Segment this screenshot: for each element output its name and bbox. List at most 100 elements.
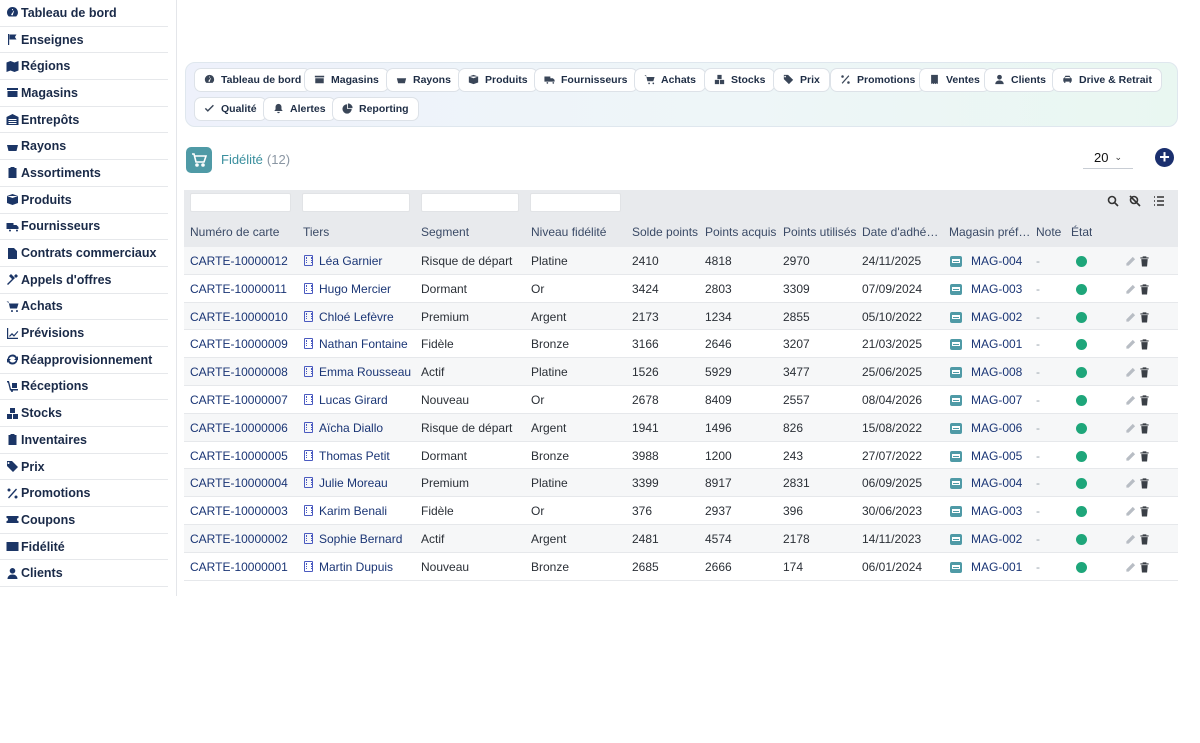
column-header-1[interactable]: Tiers — [303, 225, 330, 239]
trash-icon[interactable] — [1139, 255, 1151, 267]
tiers-link[interactable]: Aïcha Diallo — [319, 420, 384, 435]
edit-icon[interactable] — [1125, 561, 1137, 573]
filter-level-input[interactable] — [530, 193, 621, 212]
sidebar-item-5[interactable]: Rayons — [0, 133, 168, 161]
trash-icon[interactable] — [1139, 311, 1151, 323]
nav-button-9[interactable]: Ventes — [919, 68, 990, 92]
store-link[interactable]: MAG-006 — [971, 420, 1023, 435]
trash-icon[interactable] — [1139, 366, 1151, 378]
card-number-link[interactable]: CARTE-10000007 — [190, 392, 288, 407]
card-number-link[interactable]: CARTE-10000012 — [190, 254, 288, 268]
edit-icon[interactable] — [1125, 422, 1137, 434]
sidebar-item-20[interactable]: Fidélité — [0, 534, 168, 561]
tiers-link[interactable]: Chloé Lefèvre — [319, 309, 394, 324]
card-number-link[interactable]: CARTE-10000005 — [190, 448, 288, 463]
store-link[interactable]: MAG-004 — [971, 476, 1023, 491]
edit-icon[interactable] — [1125, 366, 1137, 378]
table-row[interactable]: CARTE-10000010 Chloé Lefèvre Premium Argent… — [184, 302, 1178, 331]
nav-button-7[interactable]: Prix — [773, 68, 830, 92]
sidebar-item-14[interactable]: Réceptions — [0, 374, 168, 401]
edit-icon[interactable] — [1125, 450, 1137, 462]
filter-tiers-input[interactable] — [302, 193, 410, 212]
card-number-link[interactable]: CARTE-10000001 — [190, 559, 288, 574]
store-link[interactable]: MAG-007 — [971, 392, 1023, 407]
column-header-10[interactable]: État — [1071, 225, 1093, 239]
trash-icon[interactable] — [1139, 394, 1151, 406]
sidebar-item-10[interactable]: Appels d'offres — [0, 267, 168, 294]
store-link[interactable]: MAG-001 — [971, 559, 1023, 574]
list-view-icon[interactable] — [1153, 195, 1166, 208]
column-header-4[interactable]: Solde points — [632, 225, 699, 239]
clear-filter-icon[interactable] — [1129, 195, 1142, 208]
tiers-link[interactable]: Julie Moreau — [319, 476, 388, 491]
card-number-link[interactable]: CARTE-10000006 — [190, 420, 288, 435]
tiers-link[interactable]: Hugo Mercier — [319, 281, 392, 296]
column-header-8[interactable]: Magasin préf… — [949, 225, 1031, 239]
edit-icon[interactable] — [1125, 338, 1137, 350]
trash-icon[interactable] — [1139, 505, 1151, 517]
sidebar-item-0[interactable]: Tableau de bord — [0, 0, 168, 27]
column-header-3[interactable]: Niveau fidélité — [531, 225, 607, 239]
sidebar-item-17[interactable]: Prix — [0, 454, 168, 481]
column-header-2[interactable]: Segment — [421, 225, 470, 239]
column-header-9[interactable]: Note — [1036, 225, 1062, 239]
nav-button-6[interactable]: Stocks — [704, 68, 776, 92]
trash-icon[interactable] — [1139, 450, 1151, 462]
table-row[interactable]: CARTE-10000009 Nathan Fontaine Fidèle Bronz… — [184, 330, 1178, 359]
nav-button-8[interactable]: Promotions — [830, 68, 926, 92]
card-number-link[interactable]: CARTE-10000011 — [190, 281, 287, 296]
sidebar-item-1[interactable]: Enseignes — [0, 27, 168, 54]
store-link[interactable]: MAG-003 — [971, 504, 1023, 519]
store-link[interactable]: MAG-003 — [971, 281, 1023, 296]
nav-button-12[interactable]: Qualité — [194, 97, 267, 121]
card-number-link[interactable]: CARTE-10000002 — [190, 531, 288, 546]
store-link[interactable]: MAG-005 — [971, 448, 1023, 463]
store-link[interactable]: MAG-002 — [971, 309, 1023, 324]
store-link[interactable]: MAG-008 — [971, 365, 1023, 380]
search-icon[interactable] — [1107, 195, 1120, 208]
sidebar-item-16[interactable]: Inventaires — [0, 427, 168, 454]
tiers-link[interactable]: Nathan Fontaine — [319, 337, 408, 352]
card-number-link[interactable]: CARTE-10000009 — [190, 337, 288, 352]
edit-icon[interactable] — [1125, 283, 1137, 295]
table-row[interactable]: CARTE-10000008 Emma Rousseau Actif Platine 1… — [184, 358, 1178, 386]
table-row[interactable]: CARTE-10000012 Léa Garnier Risque de dépar… — [184, 247, 1178, 275]
sidebar-item-11[interactable]: Achats — [0, 294, 168, 321]
sidebar-item-4[interactable]: Entrepôts — [0, 107, 168, 134]
trash-icon[interactable] — [1139, 283, 1151, 295]
edit-icon[interactable] — [1125, 394, 1137, 406]
sidebar-item-3[interactable]: Magasins — [0, 80, 168, 107]
sidebar-item-7[interactable]: Produits — [0, 187, 168, 214]
nav-button-2[interactable]: Rayons — [386, 68, 461, 92]
column-header-6[interactable]: Points utilisés — [783, 225, 857, 239]
table-row[interactable]: CARTE-10000007 Lucas Girard Nouveau Or 2678 8… — [184, 386, 1178, 414]
nav-button-1[interactable]: Magasins — [304, 68, 389, 92]
nav-button-5[interactable]: Achats — [634, 68, 707, 92]
store-link[interactable]: MAG-002 — [971, 531, 1023, 546]
sidebar-item-18[interactable]: Promotions — [0, 480, 168, 508]
tiers-link[interactable]: Léa Garnier — [319, 254, 383, 268]
edit-icon[interactable] — [1125, 533, 1137, 545]
trash-icon[interactable] — [1139, 561, 1151, 573]
filter-card-input[interactable] — [190, 193, 291, 212]
edit-icon[interactable] — [1125, 255, 1137, 267]
trash-icon[interactable] — [1139, 338, 1151, 350]
nav-button-4[interactable]: Fournisseurs — [534, 68, 638, 92]
tiers-link[interactable]: Emma Rousseau — [319, 365, 412, 380]
edit-icon[interactable] — [1125, 505, 1137, 517]
sidebar-item-9[interactable]: Contrats commerciaux — [0, 240, 168, 267]
tiers-link[interactable]: Thomas Petit — [319, 448, 390, 463]
store-link[interactable]: MAG-001 — [971, 337, 1023, 352]
column-header-5[interactable]: Points acquis — [705, 225, 777, 239]
table-row[interactable]: CARTE-10000004 Julie Moreau Premium Platine… — [184, 469, 1178, 498]
add-record-button[interactable]: + — [1155, 148, 1174, 167]
sidebar-item-13[interactable]: Réapprovisionnement — [0, 347, 168, 374]
column-header-7[interactable]: Date d'adhé… — [862, 225, 939, 239]
sidebar-item-8[interactable]: Fournisseurs — [0, 214, 168, 241]
card-number-link[interactable]: CARTE-10000008 — [190, 365, 288, 380]
nav-button-13[interactable]: Alertes — [263, 97, 336, 121]
trash-icon[interactable] — [1139, 533, 1151, 545]
sidebar-item-2[interactable]: Régions — [0, 53, 168, 81]
sidebar-item-6[interactable]: Assortiments — [0, 160, 168, 187]
tiers-link[interactable]: Sophie Bernard — [319, 531, 403, 546]
